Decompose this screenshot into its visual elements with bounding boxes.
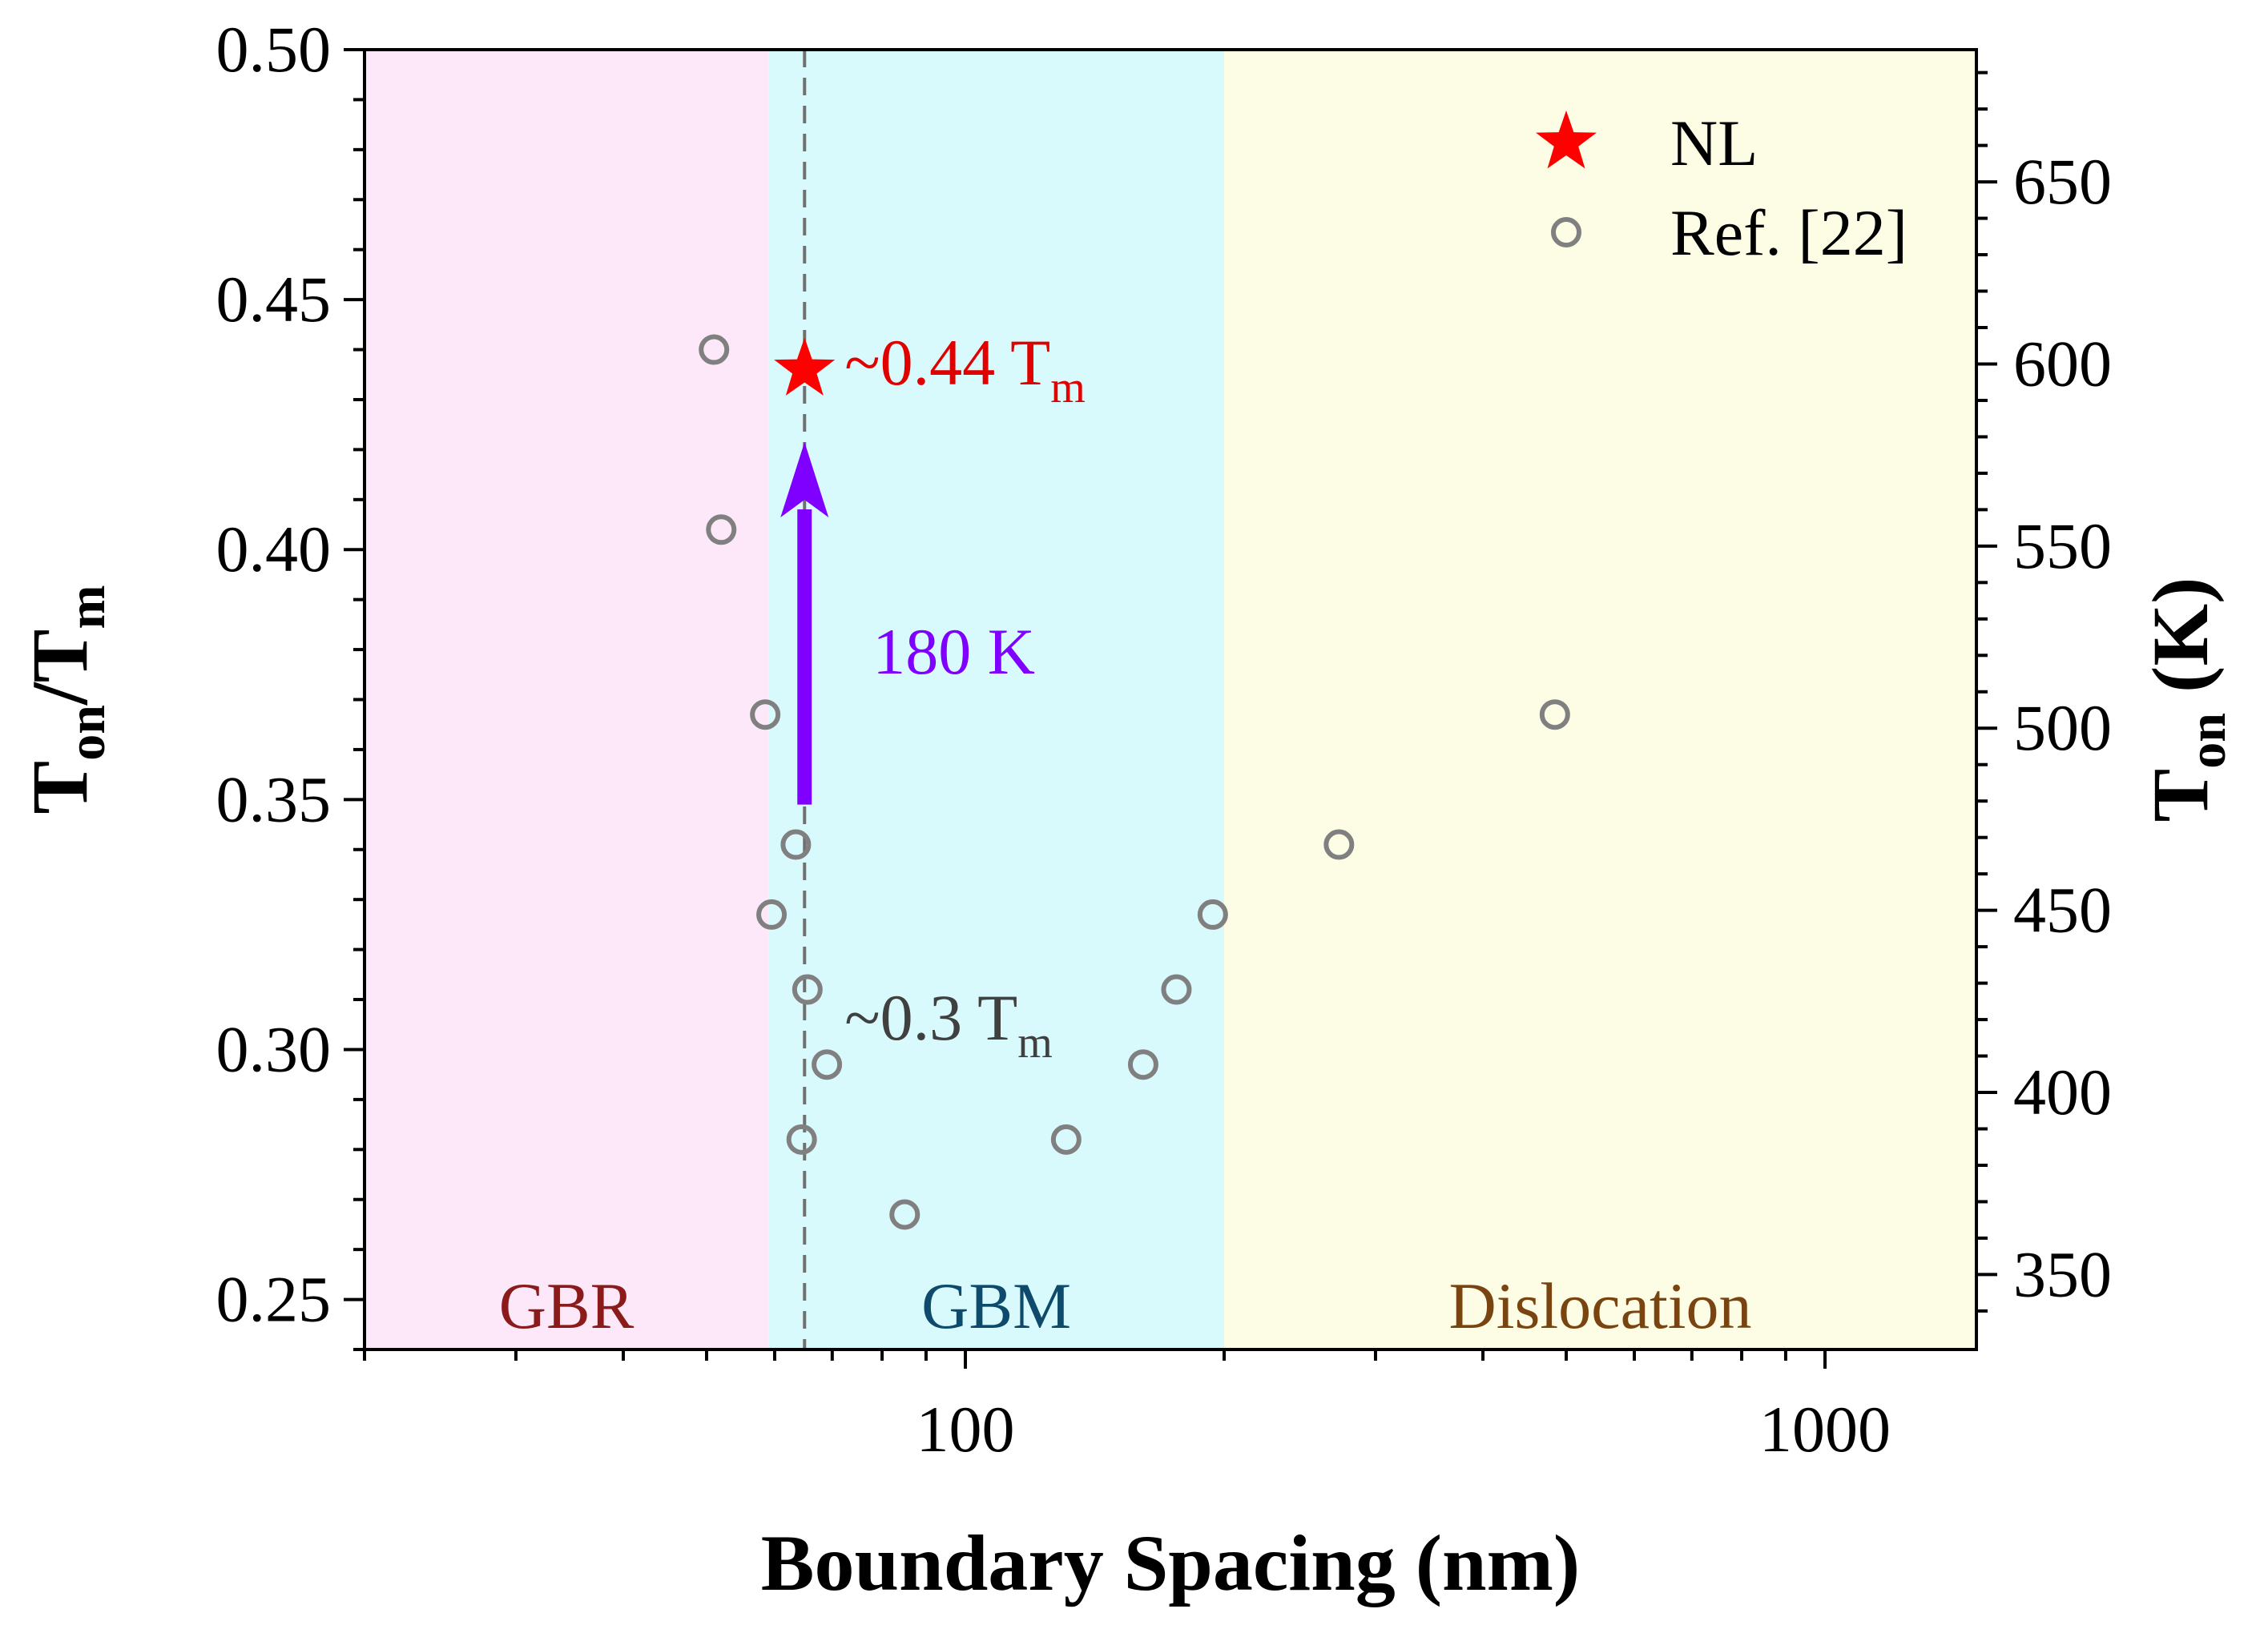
region-label-dislocation: Dislocation [1448, 1269, 1751, 1342]
region-dislocation [1224, 50, 1976, 1349]
arrow-head [780, 442, 829, 518]
legend-nl-star-icon [1536, 111, 1597, 169]
y-tick-label: 0.35 [216, 762, 332, 835]
axis-titles: Boundary Spacing (nm) Ton/Tm Ton (K) [15, 577, 2237, 1607]
y2-tick-label: 450 [2013, 874, 2112, 947]
background-regions: GBR GBM Dislocation [365, 50, 1976, 1349]
y-axis-left-title: Ton/Tm [15, 585, 116, 815]
ref22-point-4 [780, 829, 812, 860]
legend-nl-label: NL [1670, 107, 1758, 179]
y2-tick-label: 400 [2013, 1056, 2112, 1128]
annotation-delta-180k: 180 K [872, 615, 1035, 688]
ref22-point-7 [812, 1049, 843, 1080]
ref22-point-10 [1050, 1124, 1082, 1155]
ref22-point-6 [792, 974, 823, 1005]
annotation-high: ~0.44 Tm [844, 326, 1086, 412]
ref22-point-1 [699, 334, 730, 365]
y2-tick-label: 350 [2013, 1237, 2112, 1310]
region-gbm [768, 50, 1225, 1349]
nl-star-point [774, 337, 836, 396]
legend: NL Ref. [22] [1536, 107, 1907, 269]
y-tick-label: 0.25 [216, 1263, 332, 1336]
axes: 100 1000 0.25 0.30 0.35 0.40 0.45 0.50 350 400 450… [216, 13, 2113, 1466]
ref22-point-5 [756, 899, 788, 930]
ref22-point-8 [786, 1124, 817, 1155]
ref22-point-3 [750, 699, 781, 730]
x-tick-label: 100 [916, 1393, 1015, 1466]
region-label-gbr: GBR [499, 1269, 634, 1342]
y2-tick-label: 650 [2013, 145, 2112, 218]
x-axis-title: Boundary Spacing (nm) [761, 1518, 1580, 1607]
region-label-gbm: GBM [921, 1269, 1071, 1342]
y2-tick-label: 550 [2013, 509, 2112, 582]
x-tick-label: 1000 [1759, 1393, 1891, 1466]
legend-ref22-circle-icon [1551, 217, 1581, 247]
y2-tick-label: 500 [2013, 691, 2112, 764]
y-axis-right-title: Ton (K) [2136, 577, 2237, 823]
ref22-point-12 [1161, 974, 1192, 1005]
y-tick-label: 0.30 [216, 1012, 332, 1085]
y2-tick-label: 600 [2013, 327, 2112, 400]
annotation-low: ~0.3 Tm [844, 981, 1053, 1068]
ref22-point-13 [1197, 899, 1228, 930]
ref22-point-14 [1323, 829, 1355, 860]
y-tick-label: 0.40 [216, 513, 332, 585]
ref22-point-9 [889, 1199, 920, 1230]
y-tick-label: 0.45 [216, 263, 332, 336]
ref22-point-11 [1127, 1049, 1158, 1080]
legend-ref22-label: Ref. [22] [1670, 196, 1907, 269]
ref22-point-2 [706, 514, 737, 545]
annotations: ~0.44 Tm ~0.3 Tm 180 K [844, 326, 1086, 1068]
region-gbr [365, 50, 769, 1349]
data-points [699, 334, 1570, 1230]
temperature-increase-arrow-group [780, 442, 829, 805]
y-tick-label: 0.50 [216, 13, 332, 86]
ref22-point-15 [1539, 699, 1570, 730]
